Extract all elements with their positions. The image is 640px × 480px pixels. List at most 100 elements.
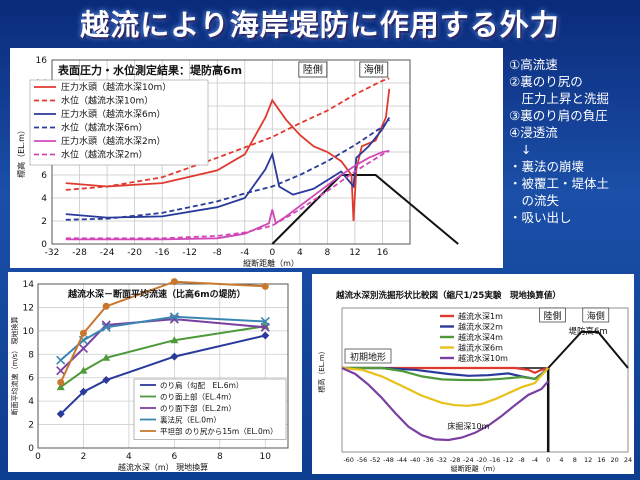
y-tick-label: 4 — [41, 194, 47, 204]
y-tick-label: 2 — [28, 421, 34, 431]
y-tick-label: 4 — [28, 397, 34, 407]
x-tick-label: -24 — [463, 456, 474, 464]
data-point — [260, 316, 270, 327]
y-tick-label: 16 — [36, 56, 48, 66]
scour-profile-chart-panel: -60 -56 -52 -48 -44 -40 -36 -32 -28 -24 -20 -16 -12-… — [312, 274, 634, 474]
data-point — [102, 376, 111, 385]
data-point — [170, 352, 179, 361]
x-tick-label: -4 — [240, 248, 249, 258]
legend-label: 圧力水頭（越流水深6m） — [61, 108, 166, 120]
x-tick-label: 0 — [269, 248, 275, 258]
data-point — [261, 282, 269, 290]
x-tick-label: -32 — [45, 248, 60, 258]
data-point — [102, 302, 110, 310]
x-tick-label: -44 — [397, 456, 408, 464]
land-side-label: 陸側 — [303, 63, 323, 76]
initial-ground-label: 初期地形 — [350, 351, 386, 363]
sea-side-label-box — [359, 61, 389, 78]
sea-side-label-box — [582, 307, 610, 323]
x-tick-label: 24 — [624, 456, 632, 464]
y-tick-label: 10 — [23, 327, 35, 337]
legend-label: 越流水深10m — [458, 353, 508, 363]
x-tick-label: 16 — [597, 456, 605, 464]
legend-label: 圧力水頭（越流水深2m） — [61, 135, 166, 147]
x-tick-label: -28 — [72, 248, 87, 258]
legend-label: 平坦部 のり尻から15m（EL.0m） — [160, 426, 278, 436]
x-tick-label: 4 — [297, 248, 303, 258]
y-tick-label: 6 — [41, 171, 47, 181]
scour-depth-label: 床掘深10m — [447, 421, 489, 431]
data-point — [101, 320, 111, 330]
x-tick-label: -56 — [357, 456, 368, 464]
x-tick-label: 16 — [377, 248, 389, 258]
velocity-chart: 0 2 4 6 8 10 12 14 0 2 4 6 8 10 越流水深（m） 現地換算 断面平均流速（m/s… — [10, 278, 289, 472]
legend-label: 越流水深2m — [458, 322, 503, 332]
note-item: 圧力上昇と洗掘 — [509, 91, 610, 106]
x-tick-label: 12 — [349, 248, 360, 258]
x-tick-label: 12 — [584, 456, 592, 464]
data-point — [170, 336, 179, 344]
legend-label: のり肩（勾配 EL.6m） — [160, 380, 243, 390]
x-tick-label: -36 — [423, 456, 434, 464]
data-point — [79, 387, 88, 396]
legend-label: 水位（越流水深6m） — [61, 122, 148, 134]
y-tick-label: 8 — [28, 350, 34, 360]
data-point — [261, 331, 270, 340]
x-tick-label: -28 — [450, 456, 461, 464]
legend-label: のり面上部（EL.4m） — [160, 392, 236, 402]
y-axis-label: 断面平均流速（m/s） 現地換算 — [10, 316, 19, 415]
x-tick-label: -12 — [503, 456, 514, 464]
x-tick-label: 4 — [126, 452, 132, 462]
series-line — [342, 366, 550, 382]
x-tick-label: 10 — [260, 452, 272, 462]
velocity-chart-panel: 0 2 4 6 8 10 12 14 0 2 4 6 8 10 越流水深（m） 現地換算 断面平均流速（m/s… — [8, 272, 302, 472]
legend-label: 裏法尻（EL.0m） — [160, 415, 221, 425]
legend-label: 越流水深4m — [458, 332, 503, 342]
note-item: ④浸透流 — [509, 125, 558, 140]
x-tick-label: -16 — [490, 456, 501, 464]
scour-profile-chart: -60 -56 -52 -48 -44 -40 -36 -32 -28 -24 -20 -16 -12-… — [317, 290, 632, 473]
x-tick-label: -8 — [213, 248, 222, 258]
legend-label: 水位（越流水深2m） — [61, 149, 148, 161]
pressure-water-level-chart-panel: 0246810121416-32-28-24-20-16-12-8-404812… — [10, 48, 503, 268]
x-tick-label: -40 — [410, 456, 421, 464]
legend-label: のり面下部（EL.2m） — [160, 403, 236, 413]
data-point — [78, 343, 89, 353]
plot-frame — [341, 307, 629, 453]
note-item: ③裏のり肩の負圧 — [509, 108, 608, 123]
data-point — [79, 366, 88, 374]
y-tick-label: 2 — [41, 217, 47, 227]
data-point — [169, 312, 179, 322]
chart-title: 越流水深－断面平均流速（比高6mの堤防） — [67, 288, 246, 300]
sea-side-label: 海側 — [364, 63, 384, 76]
pressure-water-level-chart: 0246810121416-32-28-24-20-16-12-8-404812… — [16, 56, 459, 268]
y-tick-label: 0 — [41, 240, 47, 250]
series-line — [342, 366, 549, 375]
y-tick-label: 14 — [23, 280, 35, 290]
chart-title: 表面圧力・水位測定結果：堤防高6m — [57, 63, 242, 77]
plot-frame — [37, 283, 289, 449]
x-tick-label: -12 — [182, 248, 197, 258]
legend-label: 圧力水頭（越流水深10m） — [61, 81, 171, 93]
effect-item: ・裏法の崩壊 — [509, 159, 585, 174]
x-tick-label: -52 — [370, 456, 381, 464]
dike-height-label: 堤防高6m — [568, 326, 607, 337]
y-axis-label: 標高（EL.m） — [16, 126, 26, 178]
data-point — [102, 353, 111, 361]
x-tick-label: -24 — [100, 248, 115, 258]
y-tick-label: 6 — [28, 374, 34, 384]
x-tick-label: -48 — [383, 456, 394, 464]
note-item: ①高流速 — [509, 57, 558, 72]
y-tick-label: 0 — [28, 444, 34, 454]
series-line — [65, 88, 391, 222]
data-point — [170, 278, 178, 286]
series-line — [65, 117, 391, 219]
data-point — [101, 322, 111, 332]
x-tick-label: 0 — [35, 452, 41, 462]
effect-item: の流失 — [509, 193, 560, 208]
data-point — [56, 410, 65, 419]
page-title: 越流により海岸堤防に作用する外力 — [80, 8, 560, 42]
x-tick-label: -60 — [343, 456, 354, 464]
x-axis-label: 縦断距離（m） — [243, 258, 299, 268]
series-line — [65, 119, 390, 221]
